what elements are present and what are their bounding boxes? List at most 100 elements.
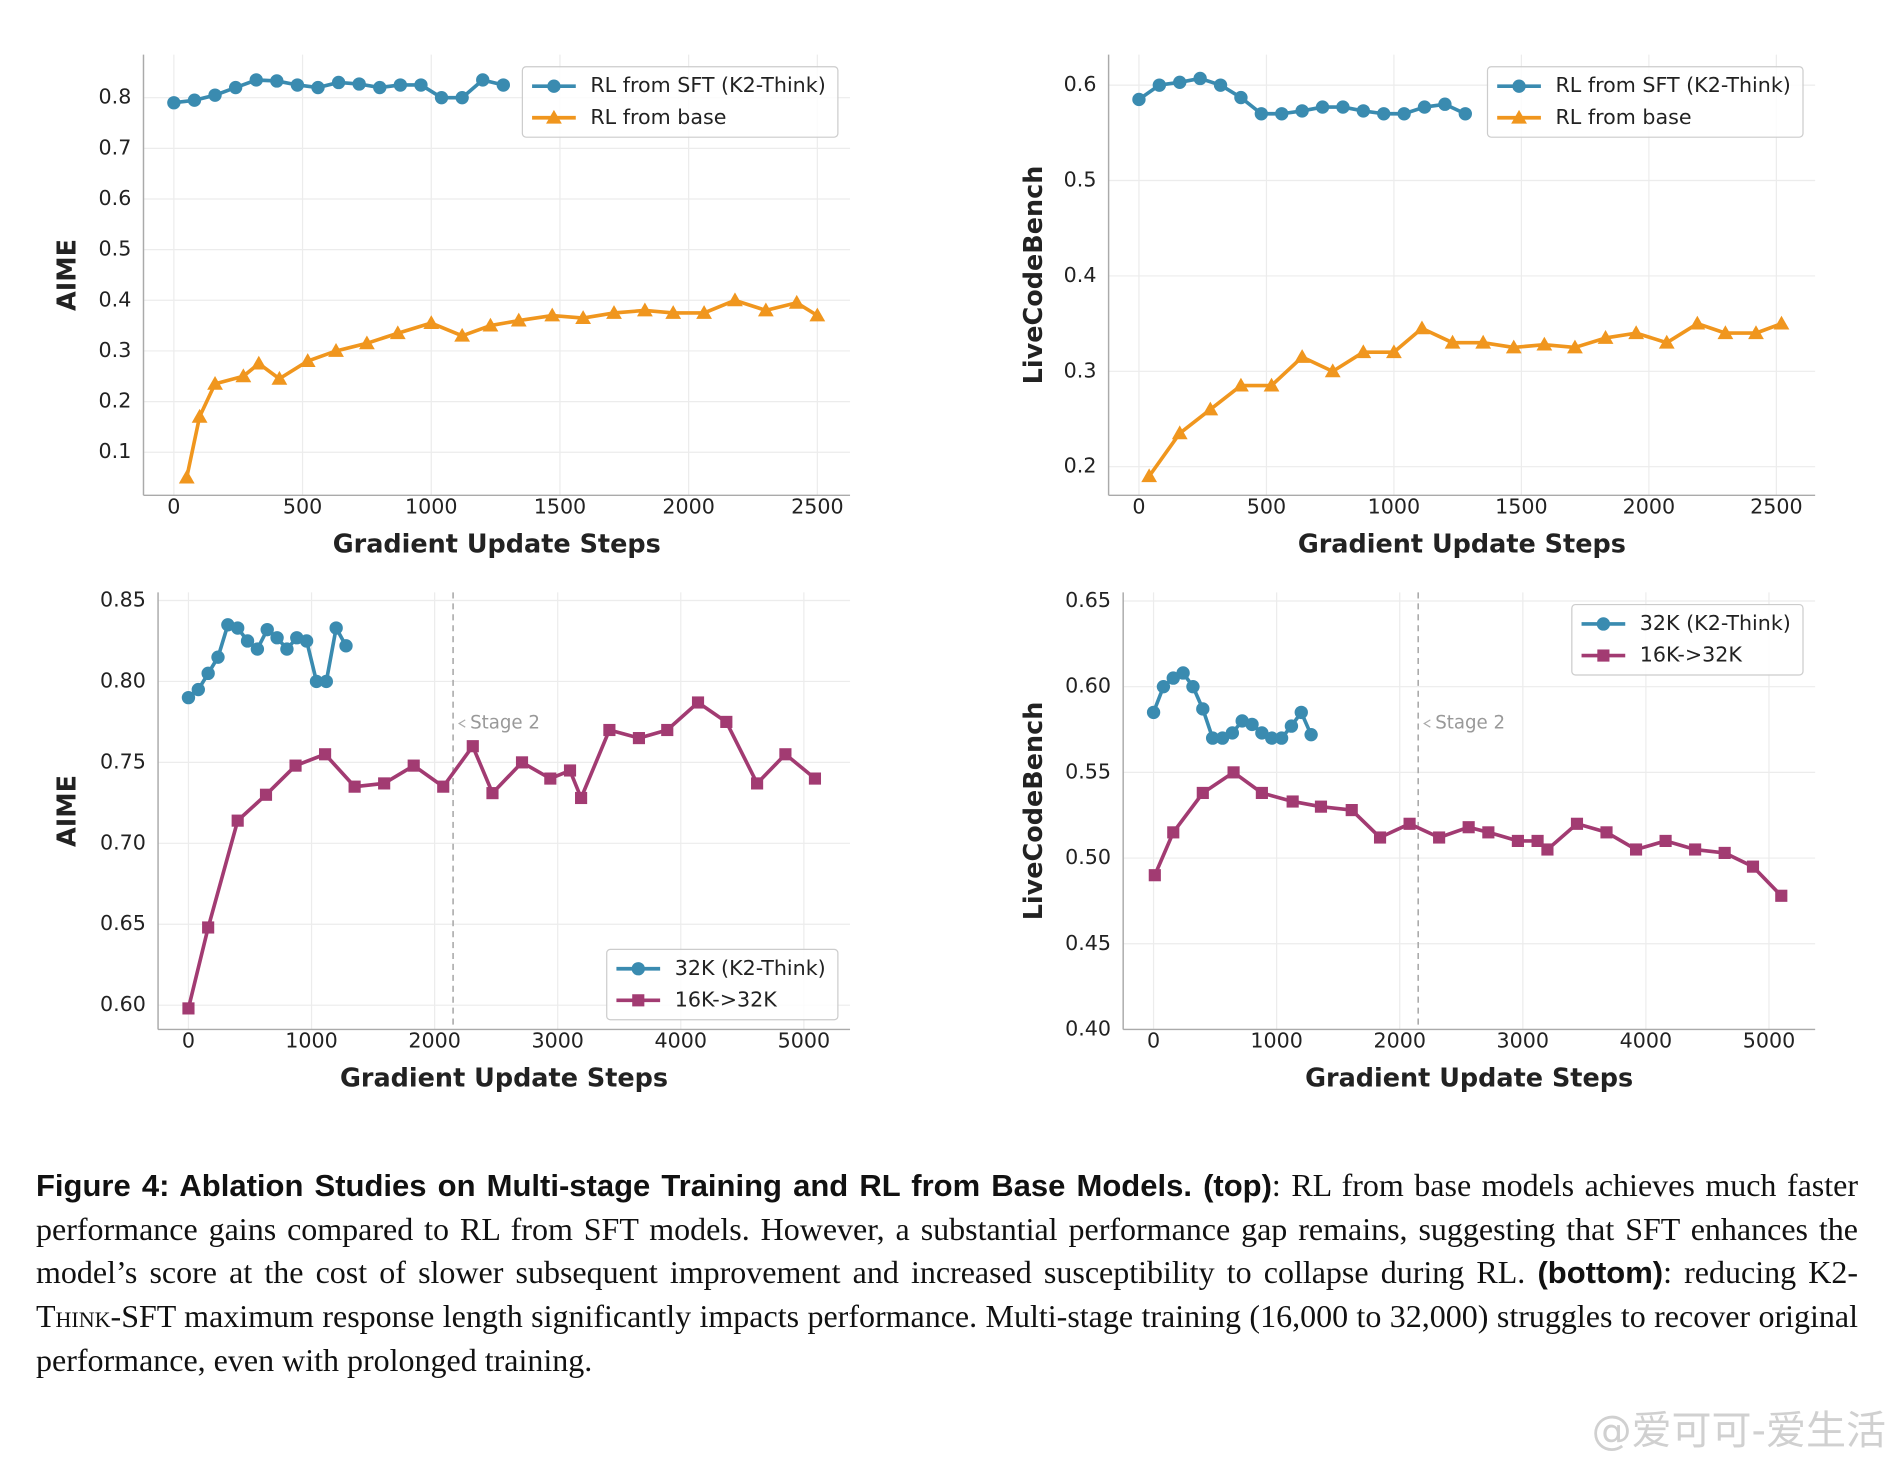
- marker: [1433, 831, 1446, 844]
- y-tick-label: 0.65: [100, 911, 146, 935]
- marker: [1512, 79, 1526, 93]
- marker: [231, 621, 245, 635]
- marker: [1336, 100, 1350, 114]
- annotation: Stage 2: [470, 713, 540, 734]
- y-tick-label: 0.4: [99, 287, 132, 311]
- legend: 32K (K2-Think) 16K->32K: [606, 948, 839, 1021]
- marker: [1356, 104, 1370, 118]
- x-tick-label: 2000: [408, 1029, 461, 1053]
- marker: [1482, 826, 1495, 839]
- series-line: [1153, 770, 1783, 898]
- y-tick-label: 0.85: [100, 588, 146, 612]
- marker: [809, 307, 826, 322]
- marker: [182, 1002, 195, 1015]
- y-axis-label: LiveCodeBench: [1019, 166, 1049, 385]
- marker: [311, 80, 325, 95]
- y-tick-label: 0.5: [1064, 168, 1097, 192]
- marker: [1202, 401, 1219, 416]
- marker: [1173, 75, 1187, 89]
- marker: [1505, 339, 1522, 354]
- marker: [1600, 826, 1613, 839]
- marker: [1531, 834, 1544, 847]
- marker: [211, 650, 225, 664]
- annotation-arrow: [1423, 719, 1431, 728]
- marker: [1414, 320, 1430, 335]
- marker: [1274, 731, 1289, 745]
- marker: [352, 77, 366, 91]
- marker: [757, 302, 774, 317]
- legend-label: 32K (K2-Think): [675, 956, 826, 980]
- y-tick-label: 0.75: [100, 749, 146, 773]
- marker: [319, 674, 333, 689]
- marker: [1345, 804, 1358, 817]
- caption-run: Think: [36, 1298, 111, 1335]
- legend-label: 16K->32K: [675, 987, 778, 1011]
- marker: [202, 921, 215, 934]
- marker: [661, 723, 674, 737]
- x-tick-label: 4000: [1620, 1029, 1673, 1053]
- marker: [271, 370, 288, 385]
- legend-box: [1571, 603, 1804, 676]
- marker: [270, 74, 284, 88]
- marker: [414, 78, 428, 92]
- marker: [339, 639, 353, 653]
- marker: [299, 634, 314, 648]
- marker: [191, 682, 205, 697]
- marker: [1156, 680, 1171, 694]
- y-tick-label: 0.60: [1065, 674, 1111, 698]
- x-tick-label: 1500: [1495, 495, 1548, 519]
- y-tick-label: 0.5: [99, 237, 132, 261]
- marker: [1286, 795, 1299, 808]
- marker: [631, 962, 645, 976]
- marker: [1141, 468, 1158, 483]
- legend-box: [521, 66, 839, 138]
- y-tick-label: 0.80: [100, 668, 146, 692]
- marker: [1255, 726, 1269, 740]
- x-axis-label: Gradient Update Steps: [1305, 1064, 1633, 1094]
- marker: [1597, 330, 1614, 344]
- marker: [510, 312, 527, 327]
- y-tick-label: 0.3: [1064, 358, 1097, 382]
- marker: [546, 109, 562, 124]
- legend: 32K (K2-Think) 16K->32K: [1571, 603, 1804, 676]
- marker: [1373, 831, 1387, 844]
- marker: [289, 759, 302, 772]
- marker: [466, 740, 479, 753]
- legend-box: [1486, 66, 1804, 138]
- x-tick-label: 2000: [1373, 1029, 1426, 1053]
- marker: [1265, 731, 1279, 745]
- y-tick-label: 0.6: [99, 186, 132, 210]
- marker: [1227, 766, 1240, 779]
- marker: [476, 73, 490, 87]
- legend-label: RL from SFT (K2-Think): [1555, 73, 1790, 97]
- legend-label: 16K->32K: [1640, 643, 1743, 667]
- legend: RL from SFT (K2-Think) RL from base: [1486, 66, 1804, 138]
- caption-run: -SFT maximum response length significant…: [36, 1298, 1858, 1378]
- marker: [1176, 666, 1190, 680]
- marker: [1245, 717, 1259, 732]
- marker: [1355, 344, 1372, 359]
- marker: [1718, 846, 1731, 859]
- marker: [544, 307, 561, 322]
- marker: [1689, 315, 1706, 330]
- marker: [1397, 107, 1411, 121]
- marker: [603, 723, 616, 737]
- marker: [455, 91, 469, 105]
- marker: [727, 292, 743, 307]
- x-tick-label: 0: [167, 495, 180, 519]
- marker: [454, 327, 471, 342]
- marker: [259, 788, 273, 801]
- marker: [1462, 821, 1475, 834]
- marker: [1689, 843, 1702, 856]
- marker: [1511, 109, 1527, 124]
- marker: [393, 78, 408, 92]
- chart: 0.40 0.45 0.50 0.55 0.60 0.65 0 1000 2000 3000 400…: [1019, 588, 1816, 1094]
- marker: [1444, 334, 1461, 349]
- marker: [751, 777, 764, 790]
- marker: [178, 469, 195, 484]
- x-tick-label: 2500: [791, 495, 844, 519]
- chart: 0.60 0.65 0.70 0.75 0.80 0.85 0 1000 2000 3000 400…: [53, 588, 851, 1094]
- x-tick-label: 1000: [285, 1029, 338, 1053]
- legend-box: [606, 948, 839, 1021]
- x-tick-label: 5000: [1743, 1029, 1795, 1053]
